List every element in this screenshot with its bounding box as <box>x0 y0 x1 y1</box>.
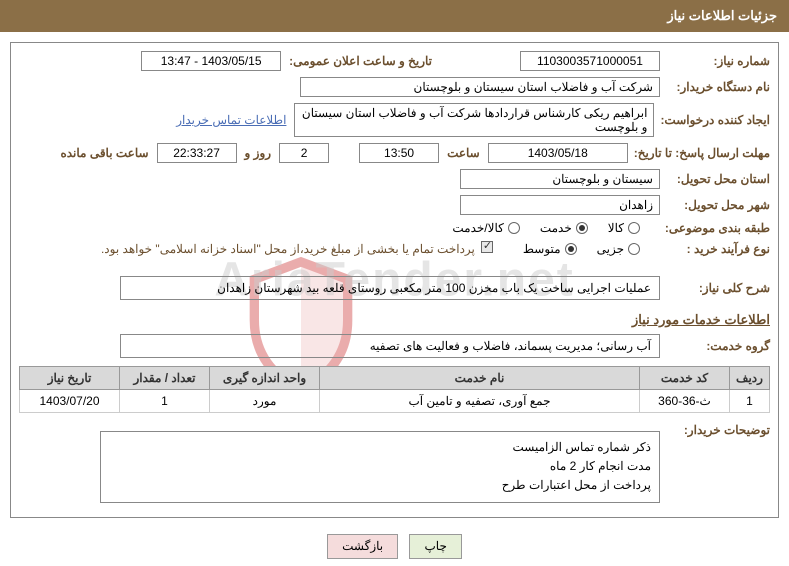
time-remain-label: ساعت باقی مانده <box>52 146 156 160</box>
radio-medium[interactable]: متوسط <box>523 242 577 256</box>
deadline-date: 1403/05/18 <box>488 143 628 163</box>
th-date: تاریخ نیاز <box>20 367 120 390</box>
radio-service-label: خدمت <box>540 221 572 235</box>
td-qty: 1 <box>120 390 210 413</box>
table-header-row: ردیف کد خدمت نام خدمت واحد اندازه گیری ت… <box>20 367 770 390</box>
need-number-label: شماره نیاز: <box>660 54 770 68</box>
radio-goods-circle <box>628 222 640 234</box>
requester-label: ایجاد کننده درخواست: <box>654 113 770 127</box>
radio-goods[interactable]: کالا <box>608 221 640 235</box>
announce-date-value: 1403/05/15 - 13:47 <box>141 51 281 71</box>
days-remaining: 2 <box>279 143 329 163</box>
page-title: جزئیات اطلاعات نیاز <box>667 8 777 23</box>
deadline-time-label: ساعت <box>439 146 488 160</box>
days-remain-label: روز و <box>237 146 280 160</box>
announce-date-label: تاریخ و ساعت اعلان عمومی: <box>281 54 440 68</box>
back-button[interactable]: بازگشت <box>327 534 398 559</box>
radio-goods-service-label: کالا/خدمت <box>452 221 503 235</box>
th-qty: تعداد / مقدار <box>120 367 210 390</box>
process-radio-group: جزیی متوسط <box>523 242 640 256</box>
services-section-title: اطلاعات خدمات مورد نیاز <box>19 312 770 328</box>
td-row-num: 1 <box>730 390 770 413</box>
radio-goods-label: کالا <box>608 221 624 235</box>
buyer-org-value: شرکت آب و فاضلاب استان سیستان و بلوچستان <box>300 77 660 97</box>
province-label: استان محل تحویل: <box>660 172 770 186</box>
th-row-num: ردیف <box>730 367 770 390</box>
buyer-notes-box: ذکر شماره تماس الزامیست مدت انجام کار 2 … <box>100 431 660 503</box>
td-unit: مورد <box>210 390 320 413</box>
contact-link[interactable]: اطلاعات تماس خریدار <box>176 113 294 127</box>
main-container: AriaTender.net شماره نیاز: 1103003571000… <box>10 42 779 518</box>
category-radio-group: کالا خدمت کالا/خدمت <box>452 221 640 235</box>
radio-goods-service[interactable]: کالا/خدمت <box>452 221 519 235</box>
td-service-name: جمع آوری، تصفیه و تامین آب <box>320 390 640 413</box>
radio-medium-label: متوسط <box>523 242 561 256</box>
radio-service[interactable]: خدمت <box>540 221 588 235</box>
city-value: زاهدان <box>460 195 660 215</box>
category-label: طبقه بندی موضوعی: <box>640 221 770 235</box>
deadline-label: مهلت ارسال پاسخ: تا تاریخ: <box>628 146 770 160</box>
th-service-name: نام خدمت <box>320 367 640 390</box>
print-button[interactable]: چاپ <box>409 534 461 559</box>
city-label: شهر محل تحویل: <box>660 198 770 212</box>
deadline-time: 13:50 <box>359 143 439 163</box>
services-table: ردیف کد خدمت نام خدمت واحد اندازه گیری ت… <box>19 366 770 413</box>
radio-goods-service-circle <box>508 222 520 234</box>
payment-note: پرداخت تمام یا بخشی از مبلغ خرید،از محل … <box>101 242 481 256</box>
service-group-value: آب رسانی؛ مدیریت پسماند، فاضلاب و فعالیت… <box>120 334 660 358</box>
buyer-notes-label: توضیحات خریدار: <box>660 423 770 437</box>
buyer-org-label: نام دستگاه خریدار: <box>660 80 770 94</box>
service-group-label: گروه خدمت: <box>660 339 770 353</box>
page-header: جزئیات اطلاعات نیاز <box>0 0 789 32</box>
table-row: 1 ث-36-360 جمع آوری، تصفیه و تامین آب مو… <box>20 390 770 413</box>
province-value: سیستان و بلوچستان <box>460 169 660 189</box>
process-label: نوع فرآیند خرید : <box>640 242 770 256</box>
button-bar: چاپ بازگشت <box>0 534 789 559</box>
radio-partial-label: جزیی <box>597 242 624 256</box>
buyer-note-line1: ذکر شماره تماس الزامیست <box>109 438 651 457</box>
th-unit: واحد اندازه گیری <box>210 367 320 390</box>
buyer-note-line3: پرداخت از محل اعتبارات طرح <box>109 476 651 495</box>
time-remaining: 22:33:27 <box>157 143 237 163</box>
td-date: 1403/07/20 <box>20 390 120 413</box>
main-desc-value: عملیات اجرایی ساخت یک باب مخزن 100 متر م… <box>120 276 660 300</box>
payment-checkbox[interactable] <box>481 241 493 256</box>
td-service-code: ث-36-360 <box>640 390 730 413</box>
checkbox-icon <box>481 241 493 253</box>
radio-partial-circle <box>628 243 640 255</box>
th-service-code: کد خدمت <box>640 367 730 390</box>
requester-value: ابراهیم ریکی کارشناس قراردادها شرکت آب و… <box>294 103 654 137</box>
radio-partial[interactable]: جزیی <box>597 242 640 256</box>
need-number-value: 1103003571000051 <box>520 51 660 71</box>
radio-service-circle <box>576 222 588 234</box>
main-desc-label: شرح کلی نیاز: <box>660 281 770 295</box>
buyer-note-line2: مدت انجام کار 2 ماه <box>109 457 651 476</box>
radio-medium-circle <box>565 243 577 255</box>
